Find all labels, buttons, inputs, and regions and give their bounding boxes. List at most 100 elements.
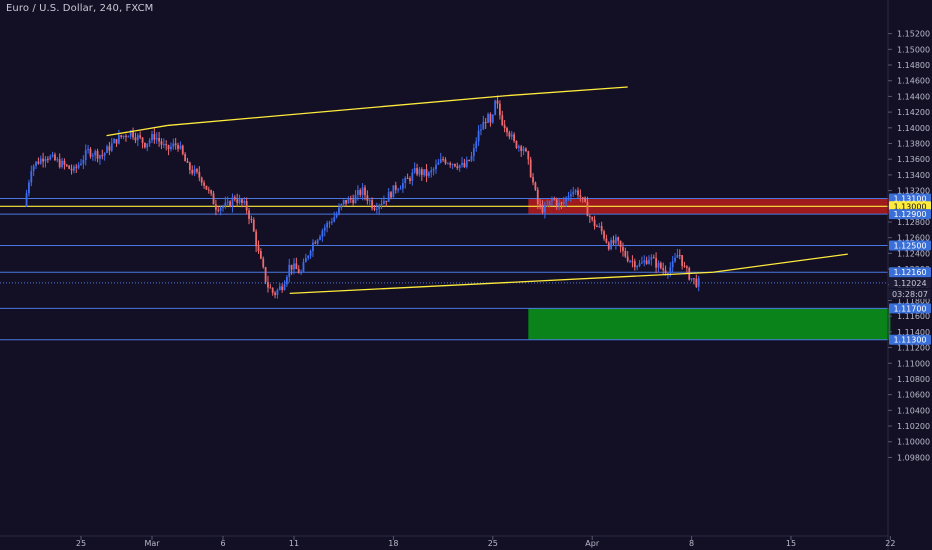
candle-body <box>567 196 570 198</box>
candle-body <box>361 187 364 195</box>
candle-body <box>366 195 369 201</box>
candle-body <box>444 159 447 164</box>
candle-body <box>255 231 258 247</box>
candle-body <box>181 145 184 155</box>
candle-body <box>641 262 643 264</box>
candle-body <box>68 165 71 169</box>
candle-body <box>546 205 549 207</box>
candle-body <box>70 168 73 171</box>
price-label-1.13000-bg <box>889 201 931 212</box>
candle-body <box>103 152 106 156</box>
candle-body <box>553 198 556 200</box>
price-label-1.13100: 1.13100 <box>893 194 926 203</box>
candle-body <box>30 171 33 183</box>
candle-body <box>503 125 506 128</box>
candle-body <box>560 202 563 204</box>
candle-body <box>368 200 371 202</box>
candle-body <box>364 187 366 196</box>
price-label-1.11300: 1.11300 <box>893 336 926 345</box>
candle-body <box>494 100 497 115</box>
candle-body <box>73 166 75 171</box>
candle-body <box>162 144 165 146</box>
trendline-1 <box>167 94 508 127</box>
candle-body <box>657 262 660 268</box>
candle-body <box>480 129 482 131</box>
candle-body <box>144 142 146 148</box>
trendline-3 <box>289 271 713 295</box>
candle-body <box>58 159 61 168</box>
candle-body <box>172 143 175 147</box>
candle-body <box>312 242 314 252</box>
candle-body <box>392 185 395 198</box>
candle-body <box>678 255 681 257</box>
candle-body <box>472 148 475 156</box>
y-tick-label: 1.12400 <box>897 249 930 258</box>
candle-body <box>63 160 66 165</box>
candle-body <box>245 200 248 211</box>
candle-body <box>200 177 203 183</box>
candle-body <box>543 205 546 213</box>
x-tick-label: 18 <box>388 539 398 548</box>
price-label-1.12900-bg <box>889 209 931 220</box>
candle-body <box>160 141 163 145</box>
candle-body <box>461 162 463 166</box>
candle-body <box>108 146 111 151</box>
price-label-1.12500: 1.12500 <box>893 242 926 251</box>
candle-body <box>607 242 610 250</box>
candle-body <box>671 261 674 268</box>
candle-body <box>267 281 269 288</box>
candle-body <box>517 146 520 148</box>
candle-body <box>484 121 487 123</box>
y-tick-label: 1.14000 <box>897 124 930 133</box>
candle-body <box>35 161 37 166</box>
candle-body <box>420 169 423 176</box>
candle-body <box>87 149 89 151</box>
candle-body <box>451 163 454 165</box>
candle-body <box>442 159 444 161</box>
candle-body <box>259 250 262 259</box>
candle-body <box>541 204 544 213</box>
candle-body <box>650 257 653 260</box>
candle-body <box>46 158 49 160</box>
candle-body <box>304 258 307 263</box>
trendline-0 <box>106 124 168 137</box>
x-tick-label: 8 <box>689 539 694 548</box>
candle-body <box>321 230 324 237</box>
price-label-1.12500-bg <box>889 240 931 251</box>
candle-body <box>508 132 511 137</box>
candle-body <box>302 262 305 272</box>
candle-body <box>581 197 584 199</box>
candle-body <box>697 278 700 287</box>
candle-body <box>233 197 236 200</box>
y-tick-label: 1.13400 <box>897 171 930 180</box>
candle-body <box>446 163 449 165</box>
candle-body <box>196 169 198 172</box>
candle-body <box>610 240 613 250</box>
candle-body <box>638 263 641 266</box>
candle-body <box>534 182 537 190</box>
candle-body <box>629 260 631 262</box>
candle-body <box>42 158 45 162</box>
candle-body <box>378 205 381 209</box>
candle-body <box>643 260 646 263</box>
countdown-label-bg <box>889 288 931 299</box>
candle-body <box>207 189 210 191</box>
candle-body <box>409 178 411 181</box>
candle-body <box>286 276 288 285</box>
y-tick-label: 1.14200 <box>897 108 930 117</box>
x-tick-label: 6 <box>220 539 225 548</box>
symbol-title: Euro / U.S. Dollar, 240, FXCM <box>6 3 154 14</box>
candle-body <box>248 210 250 219</box>
candle-body <box>565 197 568 202</box>
candle-body <box>96 151 99 159</box>
candle-body <box>662 268 665 271</box>
candle-body <box>399 188 402 190</box>
x-tick-label: Apr <box>585 539 600 548</box>
candle-body <box>84 150 87 161</box>
candle-body <box>439 159 442 163</box>
candle-body <box>106 146 108 153</box>
candle-body <box>243 200 246 203</box>
candle-body <box>586 201 589 217</box>
price-label-1.12024-bg <box>889 277 931 288</box>
